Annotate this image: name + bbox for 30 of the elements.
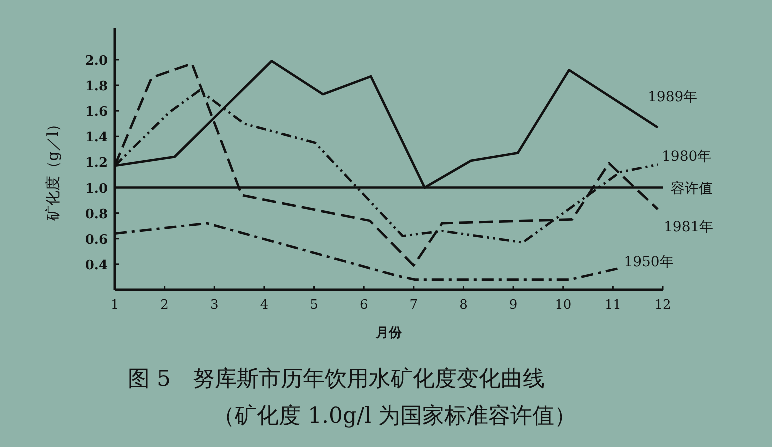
x-tick-label: 7	[410, 298, 418, 313]
y-tick-label: 0.4	[85, 258, 108, 274]
ref-line-label: 容许值	[671, 180, 713, 197]
y-tick-label: 1.6	[85, 105, 108, 120]
x-tick-label: 3	[210, 298, 219, 313]
series-label: 1980年	[662, 148, 712, 165]
x-tick-label: 4	[260, 298, 269, 313]
y-tick-label: 1.4	[85, 130, 108, 146]
x-tick-label: 10	[555, 298, 572, 313]
x-tick-label: 8	[460, 298, 468, 313]
y-axis-title: 矿化度（g／l）	[44, 116, 62, 222]
x-tick-label: 1	[110, 298, 120, 313]
text: （矿化度 1.0g/l 为国家标准容许值）	[213, 404, 577, 429]
x-tick-label: 5	[310, 298, 318, 313]
y-tick-label: 0.8	[85, 207, 108, 222]
y-tick-label: 1.2	[85, 156, 108, 172]
x-axis-title: 月份	[375, 326, 403, 341]
series-label: 1981年	[664, 219, 714, 236]
y-tick-label: 1.8	[85, 80, 108, 95]
x-tick-label: 9	[509, 298, 518, 313]
y-tick-label: 2.0	[85, 54, 108, 69]
text: 图 5 努库斯市历年饮用水矿化度变化曲线	[128, 367, 545, 392]
x-tick-label: 6	[360, 298, 368, 313]
series-label: 1950年	[624, 254, 674, 270]
x-tick-label: 11	[604, 298, 622, 313]
series-label: 1989年	[648, 90, 698, 106]
x-tick-label: 2	[160, 298, 169, 313]
y-tick-label: 1.0	[85, 182, 108, 197]
x-tick-label: 12	[654, 298, 672, 313]
y-tick-label: 0.6	[85, 232, 108, 248]
